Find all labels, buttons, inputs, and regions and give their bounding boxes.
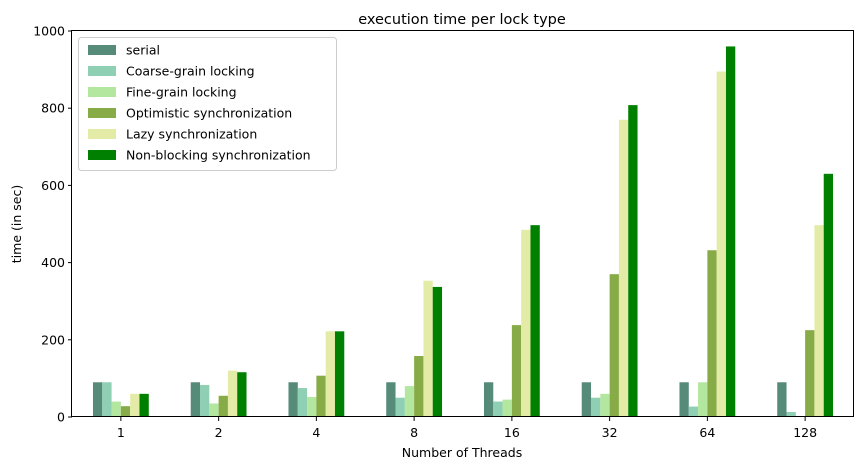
bar-2-32 (591, 397, 601, 417)
bar-4-128 (805, 330, 815, 417)
bar-5-64 (716, 71, 726, 417)
bar-4-8 (414, 356, 424, 417)
bar-5-8 (423, 280, 433, 417)
bar-4-32 (609, 274, 619, 417)
bar-3-64 (698, 382, 708, 417)
bar-5-1 (130, 393, 140, 417)
legend-swatch (88, 45, 116, 55)
bar-2-2 (200, 384, 210, 417)
legend-swatch (88, 129, 116, 139)
bar-6-1 (139, 393, 149, 417)
bar-4-16 (511, 325, 522, 417)
bar-3-8 (404, 386, 415, 417)
bar-5-128 (814, 225, 824, 417)
bar-6-16 (530, 225, 540, 417)
bars (92, 46, 834, 418)
x-tick-label: 128 (793, 425, 817, 440)
bar-3-32 (600, 393, 610, 417)
bar-6-128 (823, 173, 834, 417)
legend-swatch (88, 66, 116, 76)
y-axis: 0 200 400 600 800 1000 (33, 24, 72, 425)
bar-1-2 (190, 382, 201, 417)
legend-label: Lazy synchronization (126, 127, 257, 142)
bar-2-8 (395, 397, 405, 417)
y-tick-label: 600 (41, 178, 65, 193)
x-tick-label: 16 (504, 425, 520, 440)
legend-label: serial (126, 43, 160, 58)
y-tick-label: 200 (41, 332, 65, 347)
y-tick-label: 800 (41, 101, 65, 116)
bar-3-2 (209, 403, 219, 417)
bar-1-32 (581, 382, 592, 417)
bar-2-64 (688, 406, 699, 417)
bar-6-32 (628, 105, 638, 418)
legend-swatch (88, 87, 116, 97)
bar-1-1 (92, 382, 103, 417)
legend-label: Non-blocking synchronization (126, 148, 311, 163)
legend-swatch (88, 108, 116, 118)
legend: serial Coarse-grain locking Fine-grain loc… (78, 37, 337, 171)
y-tick-label: 400 (41, 255, 65, 270)
bar-4-1 (120, 406, 131, 417)
bar-5-4 (325, 331, 335, 417)
bar-6-4 (334, 331, 345, 417)
bar-4-64 (707, 250, 717, 417)
chart-title: execution time per lock type (358, 12, 566, 28)
bar-5-16 (521, 229, 531, 417)
bar-4-4 (316, 375, 326, 417)
legend-label: Fine-grain locking (126, 85, 237, 100)
y-tick-label: 1000 (33, 24, 65, 39)
bar-1-128 (777, 382, 787, 417)
bar-2-128 (786, 411, 796, 417)
bar-2-4 (297, 388, 308, 417)
bar-6-64 (725, 46, 736, 417)
plot-frame (71, 30, 854, 417)
x-axis-label: Number of Threads (402, 445, 522, 460)
x-tick-label: 2 (215, 425, 223, 440)
y-tick-label: 0 (57, 410, 65, 425)
bar-1-16 (483, 382, 494, 417)
legend-box (78, 37, 337, 171)
x-tick-label: 8 (410, 425, 418, 440)
bar-4-2 (218, 395, 228, 417)
legend-label: Coarse-grain locking (126, 64, 255, 79)
bar-5-2 (227, 370, 238, 417)
x-tick-label: 64 (699, 425, 715, 440)
x-axis: 1 2 4 8 16 32 64 128 (117, 417, 817, 440)
legend-swatch (88, 150, 116, 160)
y-axis-label: time (in sec) (9, 185, 24, 263)
bar-2-1 (102, 382, 112, 417)
bar-1-4 (288, 382, 298, 417)
legend-label: Optimistic synchronization (126, 106, 292, 121)
x-tick-label: 1 (117, 425, 125, 440)
bar-2-16 (493, 401, 503, 417)
bar-1-64 (679, 382, 689, 417)
bar-3-4 (307, 396, 317, 417)
bar-6-8 (432, 286, 443, 417)
bar-3-16 (502, 399, 512, 417)
bar-5-32 (618, 119, 629, 417)
bar-1-8 (386, 382, 396, 417)
bar-3-1 (111, 401, 121, 417)
x-tick-label: 4 (312, 425, 320, 440)
x-tick-label: 32 (602, 425, 618, 440)
bar-6-2 (237, 372, 247, 417)
